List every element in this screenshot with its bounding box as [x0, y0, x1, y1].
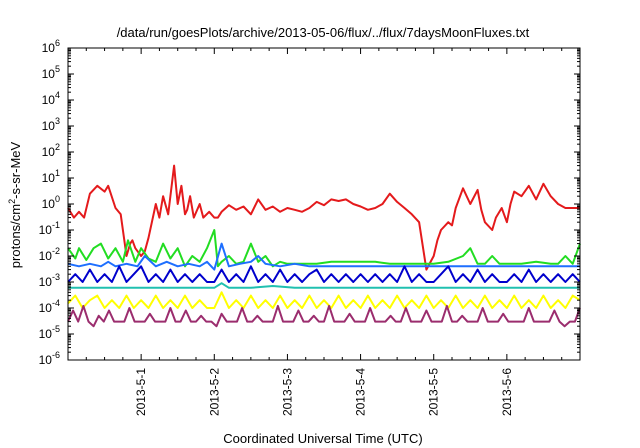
x-tick-label: 2013-5-3 [280, 368, 294, 416]
series-line-6 [67, 291, 581, 309]
series-layer [67, 164, 581, 328]
y-tick-label: 10-2 [39, 246, 60, 263]
y-tick-label: 103 [42, 116, 60, 133]
y-tick-label: 104 [42, 90, 60, 107]
x-tick-label: 2013-5-1 [134, 368, 148, 416]
plot-frame [67, 47, 581, 361]
series-line-1 [67, 164, 580, 271]
y-tick-label: 10-4 [39, 298, 60, 315]
y-tick-label: 106 [42, 38, 60, 55]
y-axis-label-rest: -s-sr-MeV [8, 141, 23, 198]
series-line-7 [67, 304, 581, 328]
y-tick-label: 10-5 [39, 324, 60, 341]
series-line-3 [67, 242, 580, 271]
axis-layer: 10-6 10-5 10-4 10-3 10-2 10-1 100 101 102 103 104 1… [39, 38, 580, 416]
y-tick-label: 102 [42, 142, 60, 159]
x-tick-label: 2013-5-4 [354, 368, 368, 416]
y-tick-label: 10-3 [39, 272, 60, 289]
x-tick-label: 2013-5-6 [500, 368, 514, 416]
x-tick-label: 2013-5-5 [427, 368, 441, 416]
y-tick-label: 105 [42, 64, 60, 81]
series-line-4 [67, 265, 581, 283]
y-axis-label: protons/cm2-s-sr-MeV [7, 141, 23, 268]
y-tick-label: 10-6 [39, 350, 60, 367]
y-tick-label: 100 [42, 194, 60, 211]
y-axis-label-sup: 2 [7, 199, 17, 204]
y-tick-label: 101 [42, 168, 60, 185]
chart-title: /data/run/goesPlots/archive/2013-05-06/f… [117, 25, 530, 40]
series-line-5 [68, 282, 580, 289]
y-tick-label: 10-1 [39, 220, 60, 237]
x-tick-label: 2013-5-2 [207, 368, 221, 416]
x-axis-label: Coordinated Universal Time (UTC) [223, 431, 422, 446]
y-axis-label-base: protons/cm [8, 204, 23, 268]
